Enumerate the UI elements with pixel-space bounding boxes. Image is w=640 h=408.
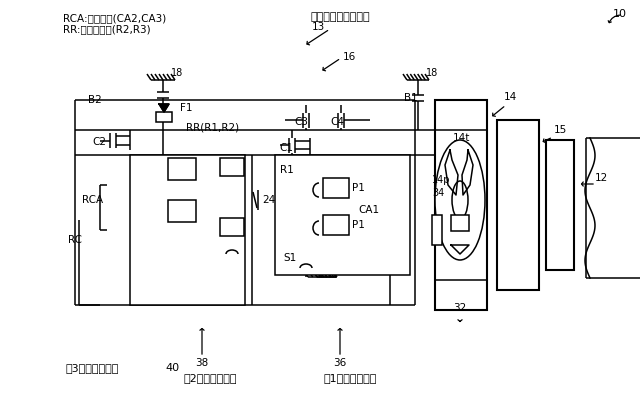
Text: C3: C3 xyxy=(294,117,308,127)
Bar xyxy=(546,140,574,270)
Bar xyxy=(275,155,410,275)
Text: S2: S2 xyxy=(226,162,238,172)
Bar xyxy=(130,155,245,305)
Bar xyxy=(220,158,244,176)
Text: 12: 12 xyxy=(595,173,607,183)
Text: 18: 18 xyxy=(171,68,183,78)
Text: 14t: 14t xyxy=(452,133,470,143)
Bar xyxy=(323,178,349,198)
Text: C4: C4 xyxy=(330,117,344,127)
Bar xyxy=(168,200,196,222)
Text: 34: 34 xyxy=(432,188,444,198)
Text: 40: 40 xyxy=(165,363,179,373)
Bar xyxy=(497,120,539,290)
Text: 車両用動力伝達装置: 車両用動力伝達装置 xyxy=(310,12,370,22)
Bar xyxy=(323,215,349,235)
Bar xyxy=(451,215,469,231)
Text: C1: C1 xyxy=(279,143,293,153)
Text: S3: S3 xyxy=(226,222,238,232)
Text: R1: R1 xyxy=(280,165,294,175)
Text: 13: 13 xyxy=(312,22,324,32)
Polygon shape xyxy=(451,245,469,254)
Text: P2: P2 xyxy=(200,164,213,174)
Text: 18: 18 xyxy=(426,68,438,78)
Text: S1: S1 xyxy=(283,253,296,263)
Text: 第2遊星歯車装置: 第2遊星歯車装置 xyxy=(183,373,237,383)
Text: 24: 24 xyxy=(262,195,275,205)
Text: 16: 16 xyxy=(342,52,356,62)
Text: 36: 36 xyxy=(333,358,347,368)
Polygon shape xyxy=(159,104,169,112)
Text: CA1: CA1 xyxy=(358,205,379,215)
Text: RR(R1,R2): RR(R1,R2) xyxy=(186,123,239,133)
Ellipse shape xyxy=(435,140,485,260)
Text: 第3遊星歯車装置: 第3遊星歯車装置 xyxy=(65,363,118,373)
Text: 38: 38 xyxy=(195,358,209,368)
Ellipse shape xyxy=(452,181,468,219)
Bar xyxy=(168,158,196,180)
Text: RCA: RCA xyxy=(82,195,103,205)
Text: P3: P3 xyxy=(200,206,213,216)
Text: C2: C2 xyxy=(92,137,106,147)
Bar xyxy=(432,215,442,245)
Text: 14p: 14p xyxy=(432,175,451,185)
Text: 18: 18 xyxy=(347,265,359,275)
Bar xyxy=(220,218,244,236)
Text: F1: F1 xyxy=(180,103,193,113)
Text: RR:リングギヤ(R2,R3): RR:リングギヤ(R2,R3) xyxy=(63,24,150,34)
Bar xyxy=(156,112,172,122)
Text: RC: RC xyxy=(68,235,82,245)
Text: RCA:キャリヤ(CA2,CA3): RCA:キャリヤ(CA2,CA3) xyxy=(63,13,166,23)
Text: B2: B2 xyxy=(88,95,102,105)
Text: 32: 32 xyxy=(453,303,467,313)
Text: 10: 10 xyxy=(613,9,627,19)
Text: P1: P1 xyxy=(352,220,365,230)
Text: 15: 15 xyxy=(554,125,566,135)
Bar xyxy=(435,100,487,310)
Text: B1: B1 xyxy=(404,93,418,103)
Text: P1: P1 xyxy=(352,183,365,193)
Text: 第1遊星歯車装置: 第1遊星歯車装置 xyxy=(323,373,377,383)
Text: 14: 14 xyxy=(504,92,516,102)
